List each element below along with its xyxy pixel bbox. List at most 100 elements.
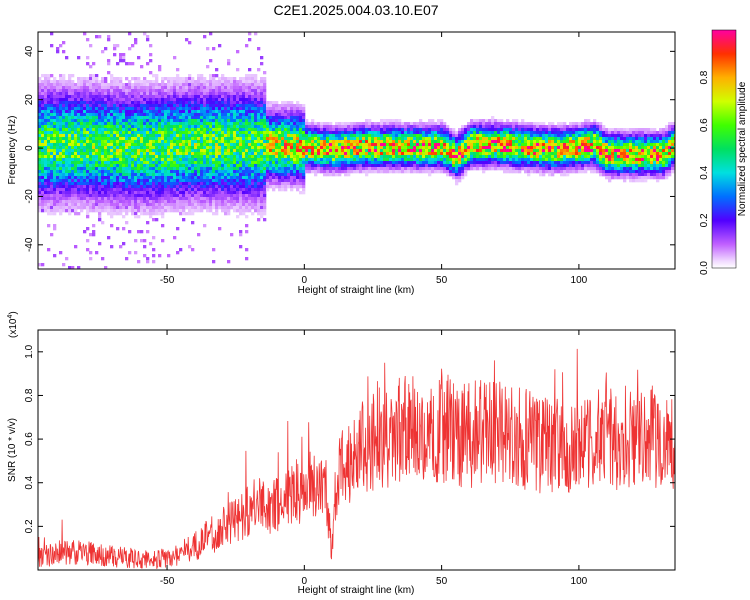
- heatmap-cell: [452, 137, 456, 141]
- heatmap-cell: [152, 218, 156, 222]
- heatmap-cell: [104, 89, 108, 93]
- heatmap-cell: [380, 140, 384, 144]
- heatmap-cell: [80, 92, 84, 96]
- heatmap-cell: [272, 185, 276, 189]
- heatmap-cell: [53, 119, 57, 123]
- heatmap-cell: [200, 104, 204, 108]
- heatmap-cell: [95, 182, 99, 186]
- heatmap-cell: [119, 197, 123, 201]
- heatmap-cell: [86, 194, 90, 198]
- heatmap-cell: [110, 179, 114, 183]
- heatmap-cell: [374, 128, 378, 132]
- heatmap-cell: [317, 149, 321, 153]
- heatmap-cell: [170, 110, 174, 114]
- heatmap-cell: [92, 146, 96, 150]
- heatmap-cell: [146, 221, 150, 225]
- heatmap-cell: [194, 182, 198, 186]
- heatmap-cell: [341, 143, 345, 147]
- heatmap-cell: [446, 164, 450, 168]
- heatmap-cell: [356, 125, 360, 129]
- heatmap-cell: [44, 146, 48, 150]
- heatmap-cell: [203, 176, 207, 180]
- heatmap-cell: [59, 128, 63, 132]
- heatmap-cell: [383, 146, 387, 150]
- heatmap-cell: [110, 101, 114, 105]
- heatmap-cell: [281, 188, 285, 192]
- heatmap-cell: [350, 128, 354, 132]
- heatmap-cell: [440, 131, 444, 135]
- heatmap-cell: [392, 164, 396, 168]
- heatmap-cell: [404, 152, 408, 156]
- heatmap-cell: [287, 161, 291, 165]
- heatmap-cell: [299, 137, 303, 141]
- heatmap-cell: [233, 173, 237, 177]
- heatmap-cell: [293, 143, 297, 147]
- heatmap-cell: [104, 125, 108, 129]
- heatmap-cell: [137, 209, 141, 213]
- heatmap-cell: [212, 131, 216, 135]
- heatmap-cell: [152, 131, 156, 135]
- heatmap-cell: [443, 131, 447, 135]
- heatmap-cell: [173, 134, 177, 138]
- heatmap-cell: [224, 179, 228, 183]
- heatmap-cell: [158, 212, 162, 216]
- heatmap-cell: [389, 152, 393, 156]
- heatmap-cell: [422, 143, 426, 147]
- heatmap-cell: [89, 200, 93, 204]
- heatmap-cell: [65, 209, 69, 213]
- heatmap-cell: [179, 110, 183, 114]
- heatmap-cell: [245, 182, 249, 186]
- heatmap-cell: [263, 185, 267, 189]
- heatmap-cell: [233, 158, 237, 162]
- heatmap-cell: [347, 161, 351, 165]
- heatmap-cell: [167, 194, 171, 198]
- heatmap-cell: [413, 137, 417, 141]
- heatmap-cell: [338, 143, 342, 147]
- heatmap-cell: [62, 179, 66, 183]
- heatmap-cell: [383, 134, 387, 138]
- heatmap-cell: [92, 197, 96, 201]
- heatmap-cell: [437, 161, 441, 165]
- heatmap-cell: [206, 65, 210, 69]
- heatmap-cell: [470, 140, 474, 144]
- heatmap-cell: [80, 89, 84, 93]
- heatmap-cell: [203, 35, 207, 39]
- heatmap-cell: [233, 176, 237, 180]
- heatmap-cell: [218, 194, 222, 198]
- heatmap-cell: [161, 197, 165, 201]
- heatmap-cell: [137, 158, 141, 162]
- heatmap-cell: [428, 158, 432, 162]
- heatmap-cell: [98, 149, 102, 153]
- heatmap-cell: [416, 146, 420, 150]
- heatmap-cell: [290, 164, 294, 168]
- heatmap-cell: [227, 164, 231, 168]
- heatmap-cell: [188, 83, 192, 87]
- heatmap-cell: [179, 140, 183, 144]
- heatmap-cell: [44, 161, 48, 165]
- heatmap-cell: [62, 167, 66, 171]
- heatmap-cell: [458, 158, 462, 162]
- heatmap-cell: [242, 116, 246, 120]
- heatmap-cell: [104, 83, 108, 87]
- heatmap-cell: [215, 149, 219, 153]
- heatmap-cell: [173, 95, 177, 99]
- heatmap-cell: [71, 125, 75, 129]
- heatmap-cell: [209, 95, 213, 99]
- heatmap-cell: [131, 197, 135, 201]
- heatmap-cell: [209, 107, 213, 111]
- heatmap-cell: [389, 164, 393, 168]
- heatmap-cell: [161, 215, 165, 219]
- heatmap-cell: [437, 164, 441, 168]
- heatmap-cell: [191, 170, 195, 174]
- heatmap-cell: [272, 131, 276, 135]
- heatmap-cell: [257, 173, 261, 177]
- heatmap-cell: [65, 134, 69, 138]
- heatmap-cell: [242, 161, 246, 165]
- heatmap-cell: [71, 173, 75, 177]
- heatmap-cell: [71, 155, 75, 159]
- heatmap-cell: [395, 134, 399, 138]
- heatmap-cell: [290, 182, 294, 186]
- heatmap-cell: [263, 116, 267, 120]
- heatmap-cell: [464, 170, 468, 174]
- heatmap-cell: [260, 104, 264, 108]
